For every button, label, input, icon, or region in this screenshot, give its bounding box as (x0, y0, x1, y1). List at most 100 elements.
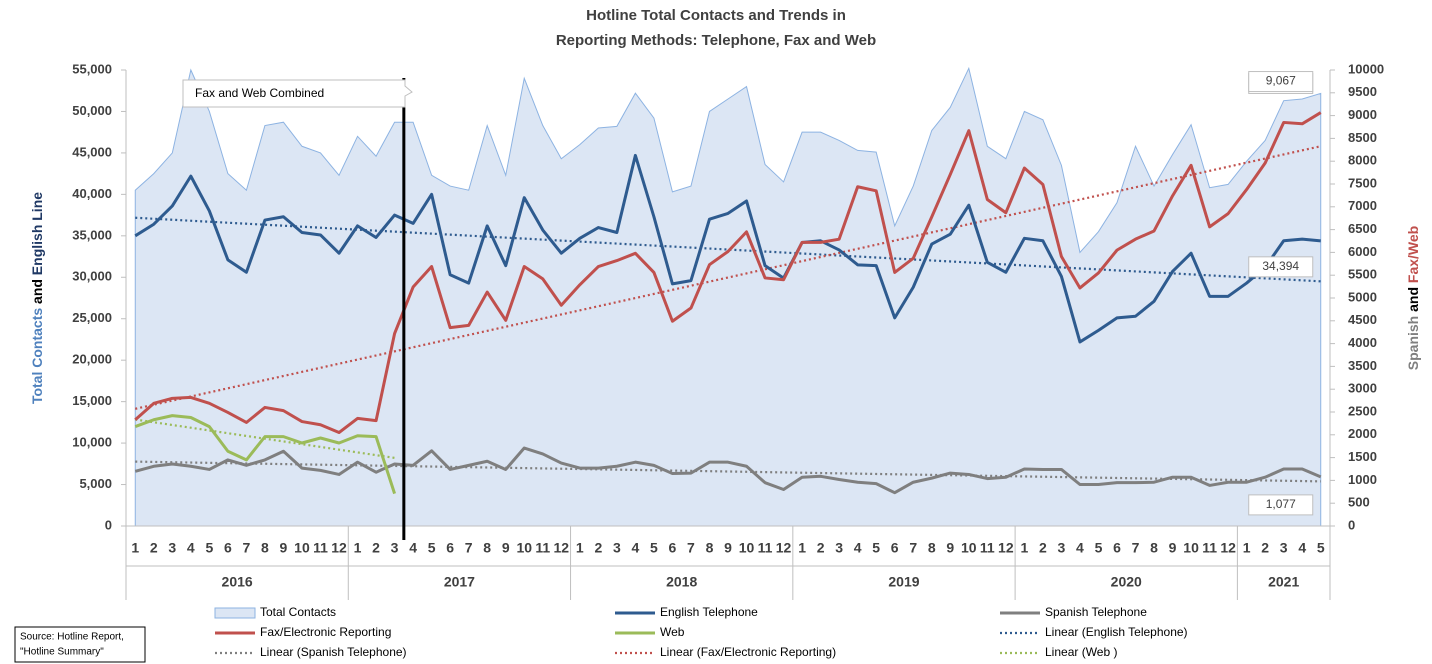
x-tick-label: 3 (835, 540, 843, 556)
chart-title: Hotline Total Contacts and Trends in (586, 7, 846, 24)
line (134, 153, 1321, 344)
data-label-box (1248, 494, 1314, 516)
y-tick-label: 35,000 (72, 227, 112, 242)
x-tick-label: 9 (724, 540, 732, 556)
x-tick-label: 2 (594, 540, 602, 556)
x-tick-label: 8 (706, 540, 714, 556)
x-tick-label: 2 (1039, 540, 1047, 556)
legend-label: Linear (Web ) (1045, 645, 1117, 659)
y2-tick-label: 6000 (1348, 244, 1377, 259)
y-tick-label: 10,000 (72, 435, 112, 450)
x-tick-label: 2 (817, 540, 825, 556)
x-tick-label: 2 (372, 540, 380, 556)
x-tick-label: 4 (1076, 540, 1084, 556)
legend-label: English Telephone (660, 605, 758, 619)
y2-axis-title-part: and (1405, 283, 1421, 316)
x-tick-label: 4 (1298, 540, 1306, 556)
legend-label: Linear (Fax/Electronic Reporting) (660, 645, 836, 659)
y-tick-label: 40,000 (72, 186, 112, 201)
x-tick-label: 5 (650, 540, 658, 556)
x-tick-label: 6 (224, 540, 232, 556)
y2-tick-label: 1000 (1348, 472, 1377, 487)
x-tick-label: 8 (1150, 540, 1158, 556)
y-axis-title-part: English Line (29, 192, 45, 275)
y2-tick-label: 2500 (1348, 403, 1377, 418)
x-group-label: 2018 (666, 574, 697, 590)
data-label: 34,394 (1262, 259, 1299, 273)
x-tick-label: 9 (946, 540, 954, 556)
y2-axis-title: Spanish and Fax/Web (1405, 226, 1421, 370)
x-tick-label: 8 (483, 540, 491, 556)
data-label: 9,067 (1266, 74, 1296, 88)
x-tick-label: 4 (631, 540, 639, 556)
x-tick-label: 10 (294, 540, 310, 556)
x-tick-label: 1 (131, 540, 139, 556)
y2-tick-label: 8000 (1348, 153, 1377, 168)
x-tick-label: 10 (1183, 540, 1199, 556)
x-group-label: 2021 (1268, 574, 1299, 590)
y-tick-label: 55,000 (72, 61, 112, 76)
y-tick-label: 5,000 (79, 476, 112, 491)
x-tick-label: 11 (758, 540, 773, 556)
x-tick-label: 5 (205, 540, 213, 556)
x-tick-label: 3 (391, 540, 399, 556)
y2-tick-label: 10000 (1348, 61, 1384, 76)
x-tick-label: 1 (1243, 540, 1251, 556)
x-tick-label: 12 (998, 540, 1014, 556)
y2-tick-label: 5000 (1348, 289, 1377, 304)
x-tick-label: 6 (669, 540, 677, 556)
x-group-label: 2019 (888, 574, 919, 590)
data-label-box (1248, 256, 1314, 278)
x-tick-label: 3 (1058, 540, 1066, 556)
x-tick-label: 9 (1169, 540, 1177, 556)
y-tick-label: 50,000 (72, 103, 112, 118)
x-tick-label: 3 (1280, 540, 1288, 556)
x-tick-label: 5 (1317, 540, 1325, 556)
y2-tick-label: 4000 (1348, 335, 1377, 350)
legend-label: Fax/Electronic Reporting (260, 625, 391, 639)
x-tick-label: 5 (1095, 540, 1103, 556)
x-tick-label: 8 (928, 540, 936, 556)
x-tick-label: 8 (261, 540, 269, 556)
x-tick-label: 5 (428, 540, 436, 556)
x-tick-label: 11 (980, 540, 995, 556)
x-tick-label: 1 (1020, 540, 1028, 556)
x-tick-label: 12 (554, 540, 570, 556)
x-group-label: 2020 (1111, 574, 1142, 590)
legend-label: Total Contacts (260, 605, 336, 619)
y-tick-label: 30,000 (72, 269, 112, 284)
x-tick-label: 2 (1261, 540, 1269, 556)
legend-label: Spanish Telephone (1045, 605, 1147, 619)
y-tick-label: 20,000 (72, 352, 112, 367)
y-axis-title-part: Total Contacts (29, 308, 45, 404)
y2-tick-label: 500 (1348, 495, 1370, 510)
y2-tick-label: 3500 (1348, 358, 1377, 373)
y-tick-label: 25,000 (72, 310, 112, 325)
line (134, 414, 397, 495)
x-tick-label: 12 (776, 540, 792, 556)
x-group-label: 2017 (444, 574, 475, 590)
area (134, 66, 1322, 527)
x-tick-label: 4 (187, 540, 195, 556)
legend-label: Linear (Spanish Telephone) (260, 645, 407, 659)
x-group-label: 2016 (222, 574, 253, 590)
x-tick-label: 10 (961, 540, 977, 556)
x-tick-label: 9 (502, 540, 510, 556)
y2-tick-label: 3000 (1348, 381, 1377, 396)
y-axis-title: Total Contacts and English Line (29, 192, 45, 404)
x-tick-label: 1 (798, 540, 806, 556)
y2-tick-label: 7500 (1348, 175, 1377, 190)
callout-box (182, 79, 413, 108)
x-tick-label: 11 (535, 540, 550, 556)
x-tick-label: 4 (854, 540, 862, 556)
y2-tick-label: 2000 (1348, 426, 1377, 441)
legend-label: Web (660, 625, 685, 639)
x-tick-label: 1 (354, 540, 362, 556)
x-tick-label: 12 (331, 540, 347, 556)
y2-tick-label: 8500 (1348, 130, 1377, 145)
source-box (14, 626, 146, 663)
x-tick-label: 1 (576, 540, 584, 556)
x-tick-label: 2 (150, 540, 158, 556)
x-tick-label: 5 (872, 540, 880, 556)
y2-tick-label: 6500 (1348, 221, 1377, 236)
